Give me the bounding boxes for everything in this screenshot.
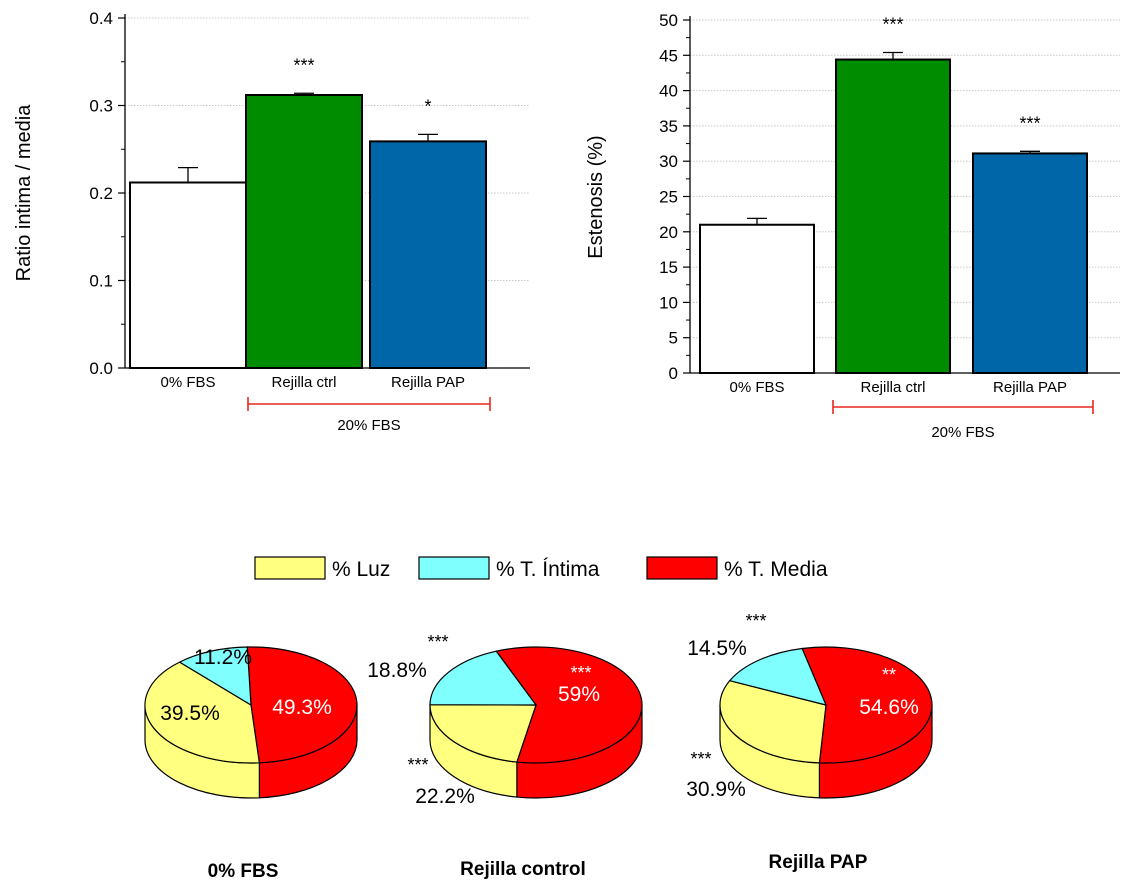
- group-label: 20% FBS: [337, 417, 400, 434]
- pie-significance: **: [882, 665, 896, 685]
- bar-3: [972, 152, 1088, 374]
- pie-significance: ***: [570, 663, 591, 683]
- x-tick-label: Rejilla ctrl: [271, 374, 336, 391]
- y-axis-label: Ratio intima / media: [13, 104, 35, 282]
- pie-significance: ***: [407, 755, 428, 775]
- pie-value-label: 22.2%: [415, 785, 475, 808]
- bar-2: [245, 94, 363, 369]
- pie-2: 22.2%18.8%59%*********Rejilla control: [367, 632, 643, 880]
- pie-value-label: 54.6%: [859, 696, 919, 719]
- legend-swatch: [254, 556, 326, 580]
- pie-value-label: 49.3%: [272, 696, 332, 719]
- x-tick-label: Rejilla PAP: [391, 374, 465, 391]
- y-tick-label: 0.1: [89, 272, 113, 291]
- y-tick-label: 25: [659, 188, 678, 207]
- legend-label: % Luz: [332, 558, 390, 581]
- legend-label: % T. Media: [724, 558, 828, 581]
- pie-value-label: 11.2%: [194, 646, 252, 669]
- pie-title: Rejilla PAP: [769, 852, 868, 873]
- pie-slice-luz: [429, 704, 537, 763]
- bar-3: [369, 140, 487, 369]
- y-tick-label: 30: [659, 152, 678, 171]
- bar-chart-2: 0 5 10 15 20 25 30 35 40 45 50 Estenosis (%) 0% FBS *…: [585, 11, 1120, 441]
- y-tick-label: 0.4: [89, 9, 113, 28]
- x-tick-label: Rejilla ctrl: [860, 379, 925, 396]
- x-tick-label: 0% FBS: [160, 374, 215, 391]
- pie-3: 30.9%14.5%54.6%********Rejilla PAP: [686, 611, 933, 873]
- y-tick-label: 0: [669, 364, 678, 383]
- legend: % Luz % T. Íntima % T. Media: [254, 556, 828, 581]
- pie-significance: ***: [745, 611, 766, 631]
- pie-charts: % Luz % T. Íntima % T. Media 39.5% 11.2% 49.3…: [144, 556, 933, 882]
- significance-label: ***: [882, 14, 903, 34]
- x-tick-label: Rejilla PAP: [993, 379, 1067, 396]
- pie-slice-luz: [144, 661, 261, 764]
- pie-value-label: 18.8%: [367, 659, 427, 682]
- significance-label: ***: [293, 55, 314, 75]
- bar-1: [699, 223, 815, 374]
- pie-slice-luz: [719, 679, 827, 764]
- y-tick-label: 0.3: [89, 97, 113, 116]
- pie-title: Rejilla control: [460, 859, 586, 880]
- pie-slice-tntima: [429, 650, 538, 706]
- x-tick-label: 0% FBS: [729, 379, 784, 396]
- pie-value-label: 14.5%: [687, 637, 747, 660]
- legend-label: % T. Íntima: [496, 558, 600, 581]
- legend-swatch: [418, 556, 490, 580]
- legend-swatch: [646, 556, 718, 580]
- y-tick-label: 40: [659, 82, 678, 101]
- pie-slice-tntima: [728, 647, 828, 706]
- pie-value-label: 30.9%: [686, 778, 746, 801]
- y-tick-label: 45: [659, 46, 678, 65]
- pie-slice-tntima: [178, 646, 252, 707]
- pie-slice-tmedia: [801, 646, 933, 764]
- y-tick-label: 10: [659, 293, 678, 312]
- pie-slice-tmedia: [495, 646, 643, 764]
- bar-2: [835, 58, 951, 374]
- y-tick-label: 50: [659, 11, 678, 30]
- pie-1: 39.5% 11.2% 49.3% 0% FBS: [144, 646, 358, 882]
- pie-significance: ***: [690, 749, 711, 769]
- significance-label: *: [424, 96, 431, 116]
- pie-title: 0% FBS: [208, 861, 279, 882]
- y-tick-label: 0.2: [89, 184, 113, 203]
- y-tick-label: 0.0: [89, 359, 113, 378]
- significance-label: ***: [1019, 113, 1040, 133]
- y-tick-label: 20: [659, 223, 678, 242]
- pie-slice-tmedia: [246, 646, 358, 764]
- group-label: 20% FBS: [931, 424, 994, 441]
- pie-value-label: 39.5%: [160, 702, 220, 725]
- bar-chart-1: 0.0 0.1 0.2 0.3 0.4 Ratio intima / media 0% FB…: [13, 9, 530, 434]
- y-tick-label: 15: [659, 258, 678, 277]
- y-tick-label: 5: [669, 329, 678, 348]
- bar-1: [129, 181, 247, 369]
- y-axis-label: Estenosis (%): [585, 135, 607, 258]
- pie-significance: ***: [427, 632, 448, 652]
- pie-value-label: 59%: [558, 683, 600, 706]
- y-tick-label: 35: [659, 117, 678, 136]
